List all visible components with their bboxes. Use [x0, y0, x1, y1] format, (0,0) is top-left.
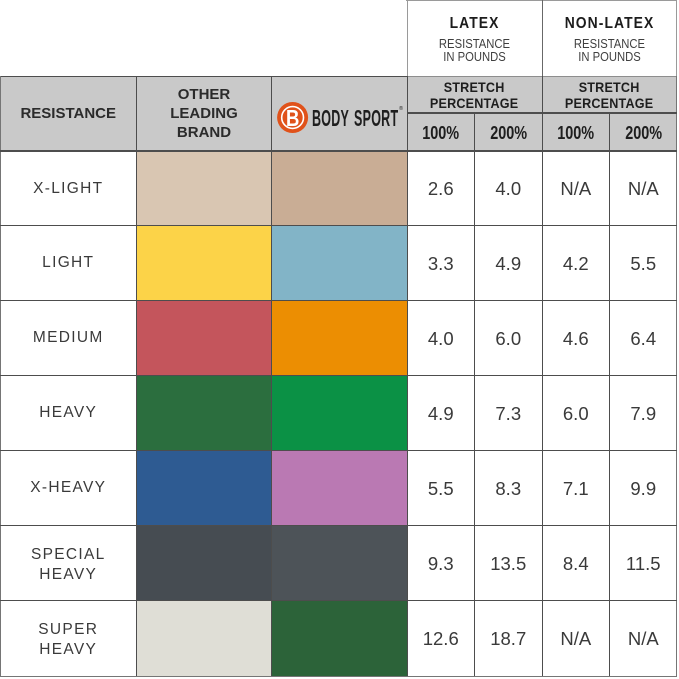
svg-text:B: B	[286, 105, 299, 131]
